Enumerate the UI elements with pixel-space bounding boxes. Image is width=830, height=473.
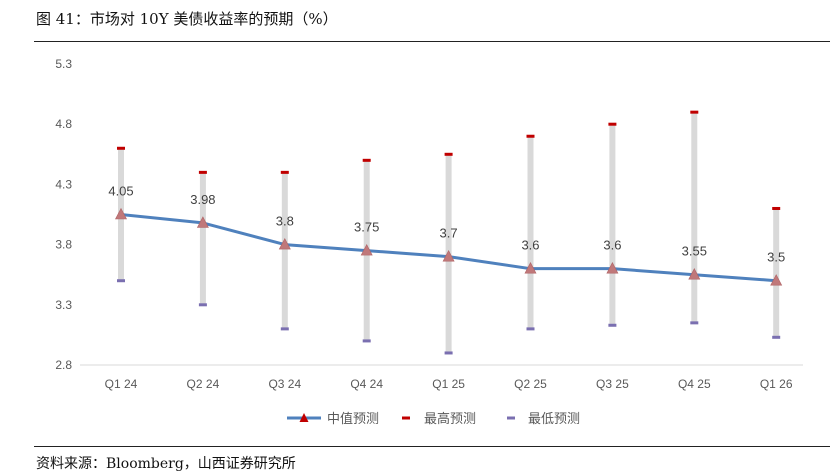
range-bar <box>773 208 780 338</box>
data-label: 3.75 <box>354 220 379 235</box>
data-label: 3.6 <box>521 238 539 253</box>
y-tick-label: 5.3 <box>55 57 72 71</box>
low-forecast-marker <box>526 327 535 331</box>
low-forecast-marker <box>772 335 781 339</box>
high-forecast-marker <box>526 134 535 138</box>
title-rule <box>34 41 830 42</box>
chart: 2.83.33.84.34.85.3 Q1 24 Q2 24 Q3 24 Q4 24 Q… <box>55 57 803 427</box>
median-forecast-point <box>196 216 209 228</box>
x-tick-label: Q2 24 <box>187 377 220 391</box>
legend-median-marker-swatch <box>299 413 309 422</box>
figure-title: 图 41：市场对 10Y 美债收益率的预期（%） <box>36 10 338 28</box>
y-tick-labels: 2.8 3.3 3.8 4.3 4.8 5.3 <box>55 57 72 372</box>
legend: 中值预测 最高预测 最低预测 <box>287 411 580 427</box>
range-bar <box>527 136 534 329</box>
x-tick-label: Q3 25 <box>596 377 629 391</box>
high-forecast-markers <box>117 110 781 210</box>
legend-low-swatch <box>507 416 515 420</box>
y-tick-label: 4.8 <box>55 117 72 131</box>
x-tick-label: Q2 25 <box>514 377 547 391</box>
low-forecast-marker <box>608 323 617 327</box>
data-label: 3.5 <box>767 250 785 265</box>
data-label: 3.7 <box>440 226 458 241</box>
high-forecast-marker <box>690 110 699 114</box>
range-bar <box>199 172 206 305</box>
median-forecast-point <box>688 268 701 280</box>
x-tick-label: Q4 25 <box>678 377 711 391</box>
x-tick-label: Q1 25 <box>432 377 465 391</box>
x-tick-label: Q3 24 <box>268 377 301 391</box>
data-label: 3.8 <box>276 214 294 229</box>
range-bar <box>281 172 288 329</box>
median-forecast-point <box>770 274 783 286</box>
high-forecast-marker <box>608 122 617 126</box>
legend-label-high: 最高预测 <box>424 411 476 427</box>
high-forecast-marker <box>280 170 289 174</box>
range-bar <box>691 112 698 323</box>
legend-label-median: 中值预测 <box>327 411 379 427</box>
data-label: 3.55 <box>682 244 707 259</box>
y-tick-label: 4.3 <box>55 177 72 191</box>
low-forecast-marker <box>198 303 207 307</box>
median-forecast-point <box>278 237 291 250</box>
median-forecast-point <box>442 249 455 262</box>
data-label: 3.6 <box>603 238 621 253</box>
low-forecast-marker <box>280 327 289 331</box>
low-forecast-marker <box>690 321 699 325</box>
high-forecast-marker <box>772 206 781 210</box>
median-forecast-point <box>115 207 127 220</box>
figure-source: 资料来源：Bloomberg，山西证券研究所 <box>36 456 296 472</box>
range-bar <box>609 124 616 326</box>
x-tick-labels: Q1 24 Q2 24 Q3 24 Q4 24 Q1 25 Q2 25 Q3 25 Q4 25… <box>105 377 793 391</box>
high-forecast-marker <box>198 170 207 174</box>
source-rule <box>34 446 830 447</box>
median-forecast-point <box>360 243 373 256</box>
legend-high-swatch <box>402 416 410 420</box>
x-tick-label: Q1 26 <box>760 377 793 391</box>
y-tick-label: 2.8 <box>55 358 72 372</box>
y-tick-label: 3.8 <box>55 238 72 252</box>
median-forecast-point <box>524 262 537 274</box>
high-forecast-marker <box>444 152 453 156</box>
median-forecast-point <box>606 262 619 274</box>
median-forecast-points <box>115 207 783 286</box>
x-tick-label: Q1 24 <box>105 377 138 391</box>
data-labels: 4.05 3.98 3.8 3.75 3.7 3.6 3.6 3.55 3.5 <box>108 184 785 265</box>
high-forecast-marker <box>117 146 125 150</box>
low-forecast-marker <box>117 279 125 283</box>
y-tick-label: 3.3 <box>55 298 72 312</box>
legend-label-low: 最低预测 <box>528 412 580 427</box>
data-label: 3.98 <box>190 192 215 207</box>
low-forecast-marker <box>362 339 371 343</box>
high-forecast-marker <box>362 158 371 162</box>
low-forecast-marker <box>444 351 453 355</box>
data-label: 4.05 <box>108 184 133 199</box>
x-tick-label: Q4 24 <box>350 377 383 391</box>
low-forecast-markers <box>117 279 781 355</box>
